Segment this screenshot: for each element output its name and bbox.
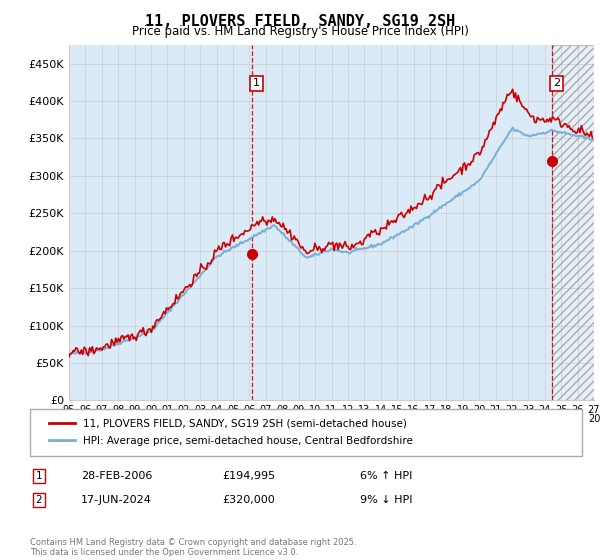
- Text: 6% ↑ HPI: 6% ↑ HPI: [360, 471, 412, 481]
- Bar: [553, 45, 594, 400]
- Text: 1: 1: [253, 78, 260, 88]
- Text: 1: 1: [35, 471, 43, 481]
- Text: 17-JUN-2024: 17-JUN-2024: [81, 495, 152, 505]
- Text: 11, PLOVERS FIELD, SANDY, SG19 2SH: 11, PLOVERS FIELD, SANDY, SG19 2SH: [145, 14, 455, 29]
- Text: £194,995: £194,995: [222, 471, 275, 481]
- Text: 2: 2: [553, 78, 560, 88]
- Text: Price paid vs. HM Land Registry's House Price Index (HPI): Price paid vs. HM Land Registry's House …: [131, 25, 469, 38]
- Legend: 11, PLOVERS FIELD, SANDY, SG19 2SH (semi-detached house), HPI: Average price, se: 11, PLOVERS FIELD, SANDY, SG19 2SH (semi…: [41, 410, 422, 455]
- Text: 28-FEB-2006: 28-FEB-2006: [81, 471, 152, 481]
- Text: Contains HM Land Registry data © Crown copyright and database right 2025.
This d: Contains HM Land Registry data © Crown c…: [30, 538, 356, 557]
- Text: 9% ↓ HPI: 9% ↓ HPI: [360, 495, 413, 505]
- Text: £320,000: £320,000: [222, 495, 275, 505]
- Bar: [553, 45, 594, 400]
- Text: 2: 2: [35, 495, 43, 505]
